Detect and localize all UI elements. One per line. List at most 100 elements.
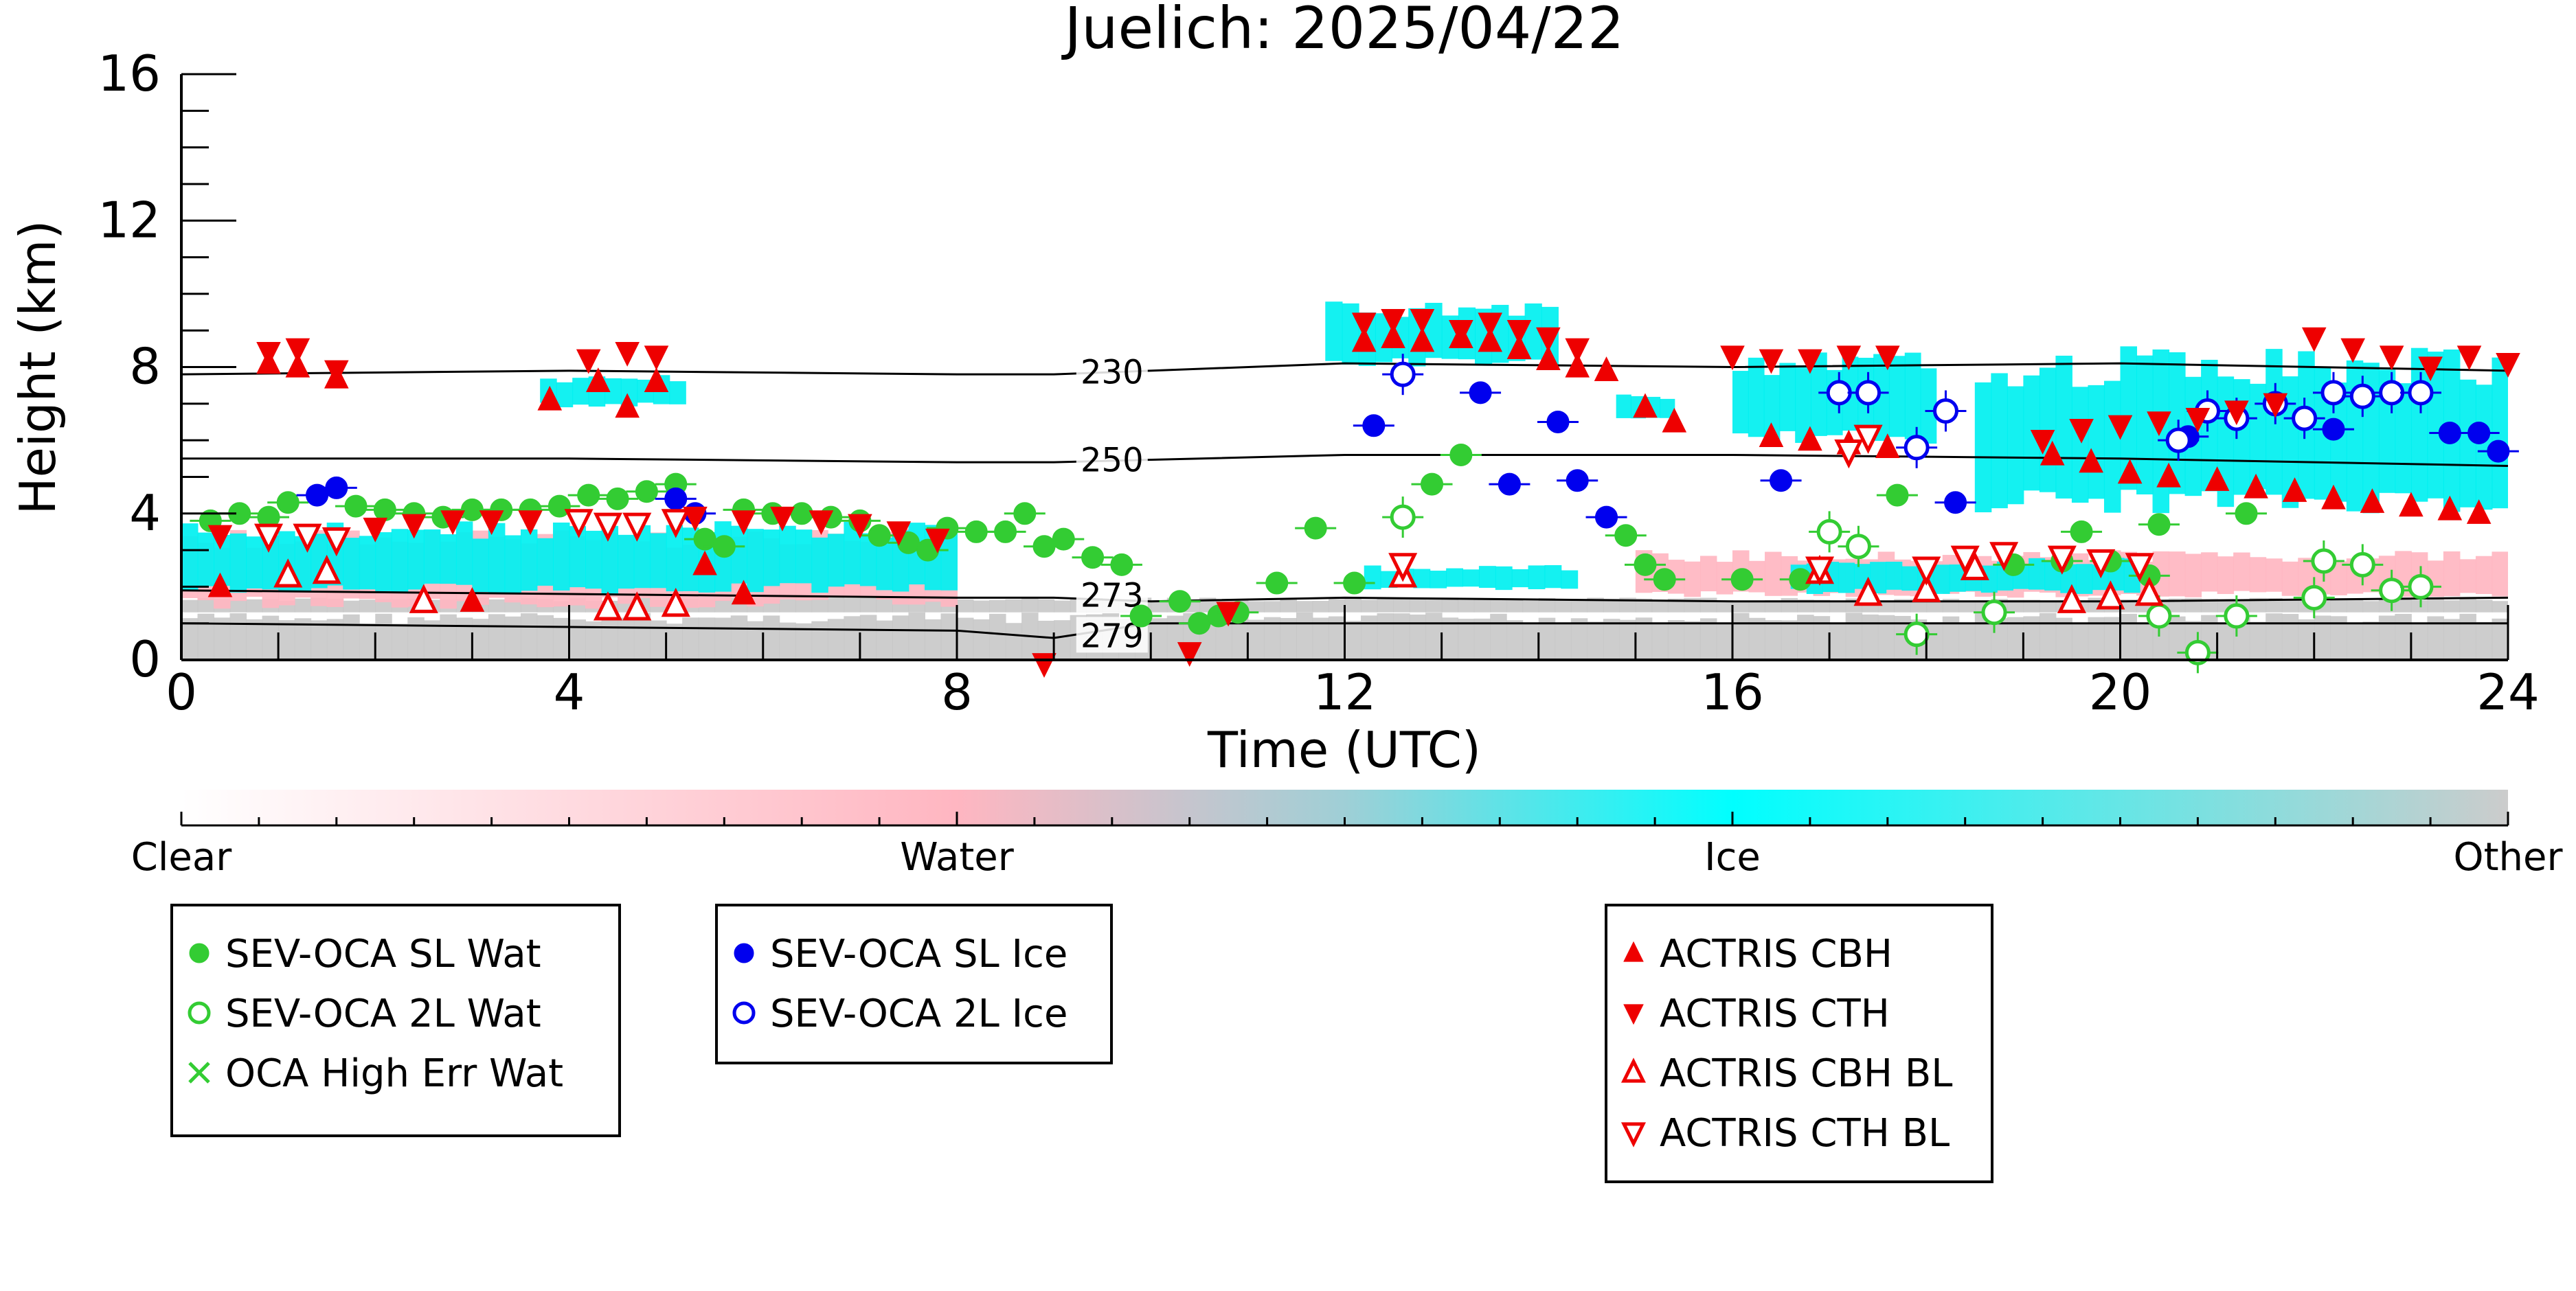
cloud-cell [1462, 569, 1480, 587]
cloud-cell [1528, 565, 1546, 590]
cloud-cell [762, 615, 780, 660]
y-tick-label: 16 [98, 45, 161, 102]
cloud-cell [2410, 599, 2428, 613]
data-point [2244, 473, 2268, 499]
cloud-cell [2169, 551, 2186, 597]
cloud-cell [618, 534, 635, 589]
data-point [2057, 584, 2086, 613]
cloud-region-other [181, 612, 2508, 660]
cloud-cell [1151, 618, 1168, 660]
cloud-cell [1570, 599, 1588, 613]
cloud-cell [504, 535, 521, 594]
isotherm-label-230: 230 [1081, 353, 1144, 391]
data-point [1565, 338, 1590, 363]
cloud-cell [747, 529, 764, 593]
cloud-cell [1344, 598, 1362, 613]
cloud-cell [423, 529, 441, 584]
cloud-cell [601, 614, 619, 660]
y-tick-label: 12 [98, 191, 161, 249]
legend-box-2: SEV-OCA SL Ice SEV-OCA 2L Ice [715, 904, 1113, 1064]
data-point [1950, 545, 1980, 575]
data-point [1912, 556, 1941, 586]
cloud-cell [1054, 620, 1071, 660]
data-point [586, 367, 611, 392]
data-point [593, 512, 622, 542]
data-point [2438, 421, 2461, 444]
cloud-cell [2120, 613, 2138, 660]
cloud-cell [2459, 379, 2476, 507]
data-point [1594, 356, 1619, 381]
cloud-cell [455, 521, 473, 585]
legend-marker [1620, 1122, 1647, 1147]
cloud-cell [1361, 615, 1378, 660]
data-point [661, 509, 690, 538]
data-point [2408, 573, 2434, 599]
data-point [622, 591, 652, 621]
data-point [1875, 345, 1900, 371]
data-point [2321, 484, 2346, 510]
cloud-cell [423, 620, 441, 660]
cloud-cell [2378, 615, 2396, 660]
cloud-cell [1409, 614, 1427, 660]
legend-entry: SEV-OCA 2L Ice [732, 992, 1067, 1036]
cloud-cell [1555, 623, 1572, 660]
data-point [731, 510, 756, 536]
cloud-cell [1425, 613, 1443, 660]
cloud-cell [2039, 600, 2057, 613]
cloud-cell [1446, 568, 1464, 587]
cloud-cell [2492, 618, 2508, 660]
data-point [868, 524, 891, 547]
cloud-cell [2136, 355, 2154, 494]
y-tick-label: 0 [129, 630, 161, 688]
cloud-cell [343, 600, 360, 613]
cloud-cell [698, 617, 716, 660]
data-point [848, 514, 872, 539]
cloud-cell [1393, 597, 1410, 613]
cloud-cell [1732, 613, 1750, 660]
cloud-cell [391, 529, 409, 593]
cloud-cell [1603, 598, 1620, 613]
cloud-cell [1894, 599, 1911, 613]
cloud-cell [2459, 599, 2476, 613]
cloud-cell [2039, 613, 2057, 660]
cloud-cell [1021, 597, 1039, 613]
legend-entry: OCA High Err Wat [188, 1051, 563, 1096]
cloud-cell [844, 598, 861, 613]
cloud-cell [2410, 624, 2428, 660]
data-point [635, 480, 658, 503]
cloud-cell [1958, 623, 1976, 660]
cloud-cell [1570, 618, 1588, 660]
cloud-cell [1699, 556, 1717, 592]
cloud-cell [957, 599, 974, 613]
cloud-cell [1616, 394, 1631, 418]
cloud-cell [2249, 557, 2267, 593]
data-point [1449, 443, 1473, 466]
cloud-cell [1005, 599, 1023, 613]
data-point [273, 558, 303, 588]
data-point [576, 349, 601, 374]
cloud-cell [359, 599, 376, 613]
cloud-cell [650, 533, 667, 589]
cloud-cell [2330, 599, 2347, 613]
legend-entry: ACTRIS CBH BL [1620, 1051, 1952, 1096]
cloud-cell [795, 529, 813, 584]
cloud-cell [1716, 622, 1733, 660]
cloud-cell [1901, 566, 1919, 591]
cloud-cell [1813, 599, 1831, 613]
data-point [285, 338, 310, 363]
cloud-cell [1441, 597, 1459, 613]
cloud-cell [1280, 598, 1297, 613]
data-point [518, 510, 543, 536]
cloud-cell [1838, 562, 1855, 593]
data-point [1798, 349, 1822, 374]
data-point [790, 502, 813, 525]
cloud-cell [2492, 601, 2508, 613]
cloud-cell [1478, 566, 1496, 589]
cloud-cell [488, 599, 506, 613]
cloud-cell [552, 522, 570, 591]
data-point [207, 572, 233, 597]
cloud-cell [2346, 623, 2364, 660]
cloud-cell [1926, 601, 1943, 613]
x-tick-label: 8 [941, 663, 973, 721]
cloud-cell [1441, 617, 1459, 660]
